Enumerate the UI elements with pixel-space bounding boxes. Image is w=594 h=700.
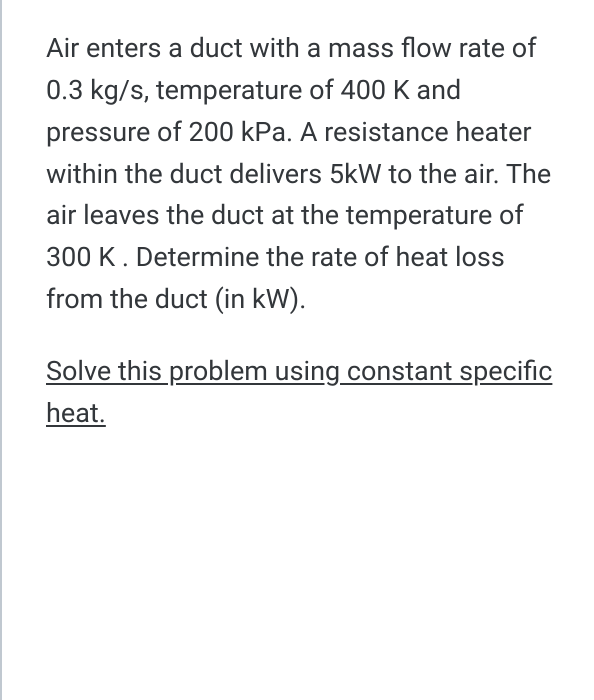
problem-container: Air enters a duct with a mass flow rate … — [2, 0, 594, 463]
problem-statement: Air enters a duct with a mass flow rate … — [46, 28, 562, 321]
solve-instruction: Solve this problem using constant specif… — [46, 351, 562, 435]
